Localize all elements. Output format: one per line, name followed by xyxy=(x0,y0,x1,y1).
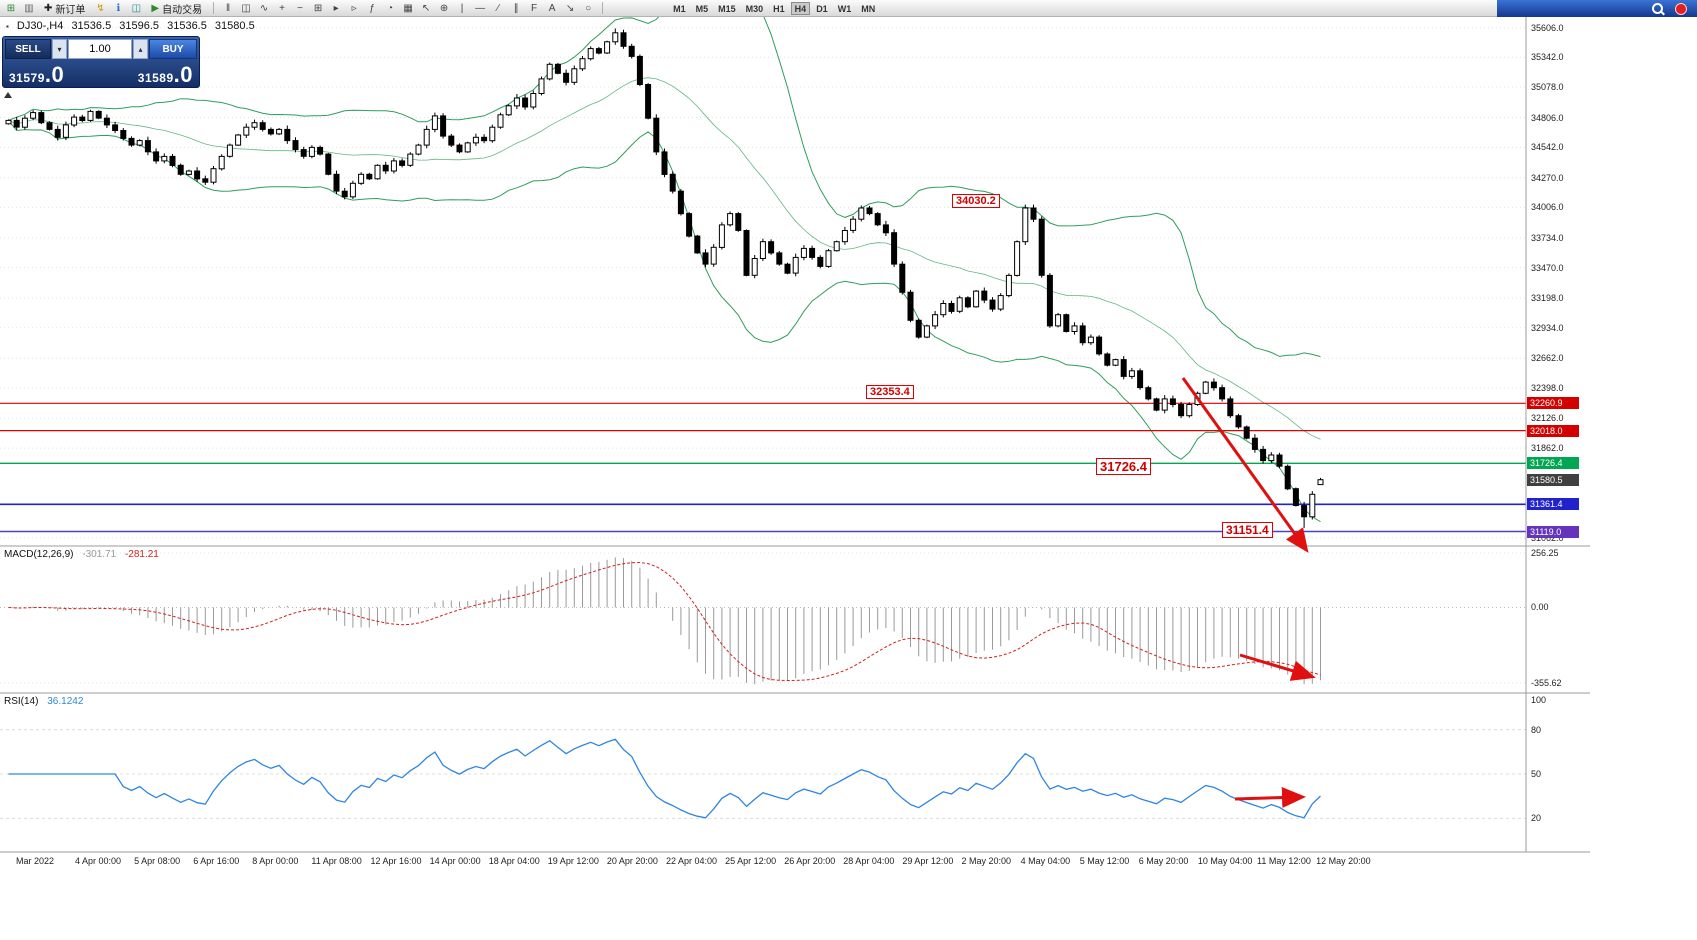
shapes-tool-icon[interactable]: ○ xyxy=(585,2,592,14)
market-watch-icon[interactable]: ℹ xyxy=(116,2,121,14)
new-order-button[interactable]: ✚ 新订单 xyxy=(39,1,90,16)
ohlc-open: 31536.5 xyxy=(71,20,112,32)
text-tool-icon[interactable]: A xyxy=(548,2,556,14)
autotrading-button[interactable]: ▶ 自动交易 xyxy=(146,1,207,16)
macd-label: MACD(12,26,9) -301.71 -281.21 xyxy=(4,549,159,560)
vertical-line-tool-icon[interactable]: | xyxy=(460,2,464,14)
toolbar-right xyxy=(1497,0,1697,17)
new-order-icon: ✚ xyxy=(44,2,53,14)
rsi-value: 36.1242 xyxy=(47,696,84,707)
volume-dropdown-button[interactable]: ▾ xyxy=(52,39,67,59)
crosshair-icon[interactable]: ⊕ xyxy=(439,2,449,14)
one-click-collapse-icon[interactable] xyxy=(4,92,12,98)
zoom-in-icon[interactable]: + xyxy=(279,2,286,14)
indicators-icon[interactable]: ƒ xyxy=(369,2,375,14)
macd-signal-line xyxy=(8,561,1321,682)
search-icon[interactable] xyxy=(1652,3,1663,14)
timeframe-m15[interactable]: M15 xyxy=(714,2,740,15)
timeframe-w1[interactable]: W1 xyxy=(834,2,856,15)
notification-icon[interactable] xyxy=(1675,2,1687,15)
cursor-icon[interactable]: ↖ xyxy=(421,2,431,14)
macd-histogram xyxy=(16,557,1321,685)
macd-signal-value: -281.21 xyxy=(124,549,159,560)
timeframe-mn[interactable]: MN xyxy=(857,2,879,15)
new-order-label: 新订单 xyxy=(55,4,86,16)
data-window-icon[interactable]: ◫ xyxy=(131,2,142,14)
trend-arrows[interactable] xyxy=(1181,377,1316,809)
line-chart-icon[interactable]: ∿ xyxy=(259,2,269,14)
ohlc-high: 31596.5 xyxy=(119,20,160,32)
bar-chart-icon[interactable]: ‖ xyxy=(226,2,231,14)
chart-shift-icon[interactable]: ▹ xyxy=(351,2,357,14)
buy-price[interactable]: 31589.0 xyxy=(137,62,193,87)
chart-icon: ▪ xyxy=(6,22,9,31)
volume-input[interactable] xyxy=(68,39,132,59)
autotrading-icon: ▶ xyxy=(151,2,160,14)
profiles-icon[interactable]: ▥ xyxy=(24,2,34,14)
toolbar-tools-group: ‖ ◫ ∿ + − ⊞ ▸ ▹ ƒ ◔ ▦ ↖ ⊕ | — ∕ ∥ F A ↘ ○ xyxy=(220,2,596,15)
toolbar: ⊞ ▥ ✚ 新订单 ↯ ℹ ◫ ▶ 自动交易 ‖ ◫ ∿ + − ⊞ ▸ ▹ ƒ ◔ ▦ ↖ ⊕ | — ∕ ∥ F A ↘… xyxy=(0,0,1697,17)
horizontal-line-tool-icon[interactable]: — xyxy=(475,2,486,14)
templates-icon[interactable]: ▦ xyxy=(403,2,413,14)
fibonacci-icon[interactable]: F xyxy=(531,2,538,14)
metaeditor-icon[interactable]: ↯ xyxy=(96,2,105,14)
timeframe-m5[interactable]: M5 xyxy=(692,2,713,15)
timeframe-group: M1 M5 M15 M30 H1 H4 D1 W1 MN xyxy=(669,1,879,15)
chart-canvas[interactable] xyxy=(0,0,1590,860)
toolbar-mid-group: ↯ ℹ ◫ xyxy=(92,2,144,15)
ohlc-close: 31580.5 xyxy=(214,20,255,32)
rsi-label: RSI(14) 36.1242 xyxy=(4,696,84,707)
macd-main-value: -301.71 xyxy=(82,549,117,560)
candlestick-chart-icon[interactable]: ◫ xyxy=(241,2,251,14)
timeframe-m1[interactable]: M1 xyxy=(669,2,690,15)
tile-windows-icon[interactable]: ⊞ xyxy=(313,2,323,14)
sell-button[interactable]: SELL xyxy=(5,39,51,59)
horizontal-lines[interactable] xyxy=(0,402,1526,533)
periods-icon[interactable]: ◔ xyxy=(387,2,394,14)
chart-header: ▪ DJ30-,H4 31536.5 31596.5 31536.5 31580… xyxy=(6,20,260,32)
sell-price[interactable]: 31579.0 xyxy=(9,62,65,87)
ohlc-low: 31536.5 xyxy=(167,20,207,32)
toolbar-left-group: ⊞ ▥ xyxy=(3,2,37,15)
one-click-trading-panel: SELL ▾ ▴ BUY 31579.0 31589.0 xyxy=(2,36,200,88)
timeframe-m30[interactable]: M30 xyxy=(742,2,768,15)
rsi-line xyxy=(8,738,1321,819)
trendline-tool-icon[interactable]: ∕ xyxy=(497,2,499,14)
equidistant-channel-icon[interactable]: ∥ xyxy=(513,2,519,14)
arrows-tool-icon[interactable]: ↘ xyxy=(565,2,575,14)
buy-button[interactable]: BUY xyxy=(149,39,197,59)
timeframe-d1[interactable]: D1 xyxy=(812,2,832,15)
toolbar-separator xyxy=(602,2,604,14)
volume-stepper-button[interactable]: ▴ xyxy=(133,39,148,59)
zoom-out-icon[interactable]: − xyxy=(297,2,304,14)
timeframe-h4[interactable]: H4 xyxy=(790,1,811,15)
timeframe-h1[interactable]: H1 xyxy=(769,2,789,15)
candles xyxy=(5,28,1324,528)
auto-scroll-icon[interactable]: ▸ xyxy=(333,2,339,14)
new-chart-icon[interactable]: ⊞ xyxy=(6,2,16,14)
symbol-period: DJ30-,H4 xyxy=(16,20,64,32)
autotrading-label: 自动交易 xyxy=(162,4,203,16)
pane-separators[interactable] xyxy=(0,16,1590,853)
toolbar-separator xyxy=(213,2,215,14)
bollinger-bands xyxy=(8,0,1321,523)
